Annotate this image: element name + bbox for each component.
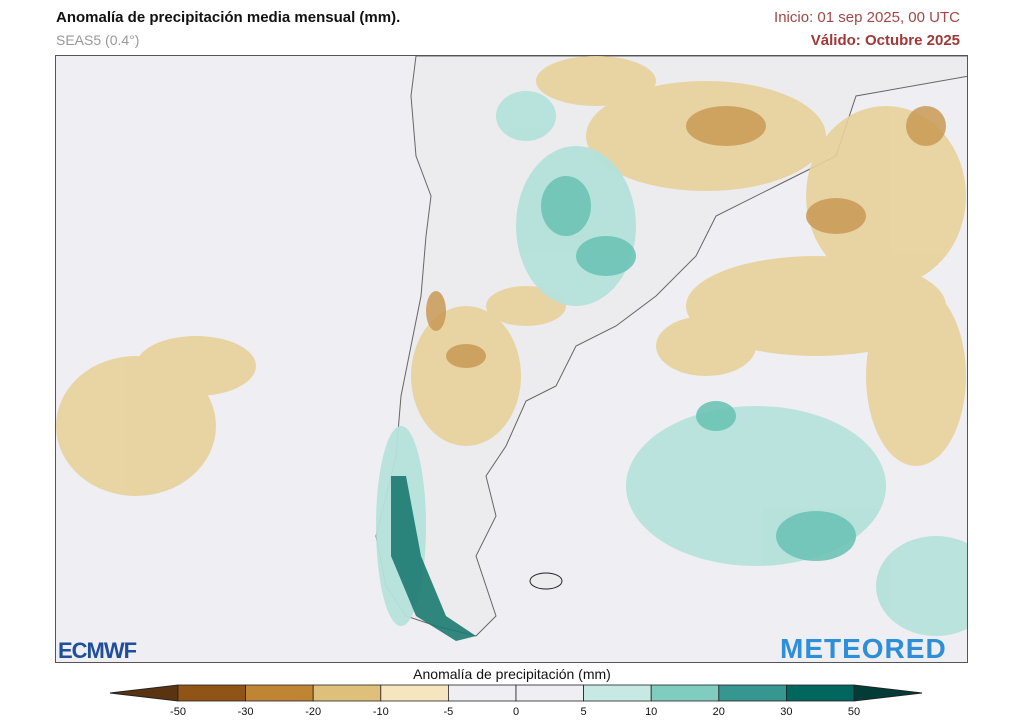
colorbar-swatch xyxy=(447,684,517,702)
precipitation-anomaly-map xyxy=(55,55,968,663)
moderate-wet-areas xyxy=(541,176,856,561)
dry-anomaly-areas xyxy=(56,56,966,496)
colorbar-swatch xyxy=(583,684,652,702)
colorbar-tick: 10 xyxy=(645,706,658,718)
ecmwf-logo: ECMWF xyxy=(58,638,137,663)
colorbar-swatch xyxy=(718,684,787,702)
valid-period: Válido: Octubre 2025 xyxy=(810,32,960,49)
colorbar-tick: -20 xyxy=(305,706,322,718)
colorbar-arrow-low xyxy=(109,684,179,702)
colorbar-tick: -10 xyxy=(372,706,389,718)
model-label: SEAS5 (0.4°) xyxy=(56,32,140,48)
colorbar-arrow-high xyxy=(853,684,923,702)
colorbar-swatch xyxy=(312,684,382,702)
colorbar-tick: 0 xyxy=(512,706,520,718)
falkland-islands xyxy=(529,572,563,590)
colorbar-tick: 30 xyxy=(780,706,793,718)
colorbar-tick: 20 xyxy=(712,706,725,718)
colorbar-tick: -50 xyxy=(170,706,186,718)
colorbar-swatch xyxy=(380,684,449,702)
colorbar-tick: -30 xyxy=(237,706,254,718)
colorbar-swatch xyxy=(515,684,584,702)
strong-dry-areas xyxy=(426,106,946,368)
colorbar-swatch xyxy=(650,684,720,702)
wet-coast-chile xyxy=(391,476,476,641)
map-title: Anomalía de precipitación media mensual … xyxy=(56,9,401,26)
colorbar xyxy=(109,684,923,702)
colorbar-swatch xyxy=(786,684,855,702)
colorbar-tick: 5 xyxy=(580,706,587,718)
meteored-logo: METEORED xyxy=(780,633,947,664)
colorbar-label: Anomalía de precipitación (mm) xyxy=(413,666,611,682)
colorbar-swatch xyxy=(177,684,246,702)
init-time: Inicio: 01 sep 2025, 00 UTC xyxy=(774,9,960,26)
colorbar-swatch xyxy=(245,684,314,702)
colorbar-tick: -5 xyxy=(443,706,454,718)
colorbar-tick: 50 xyxy=(847,706,861,718)
map-canvas xyxy=(56,56,967,641)
